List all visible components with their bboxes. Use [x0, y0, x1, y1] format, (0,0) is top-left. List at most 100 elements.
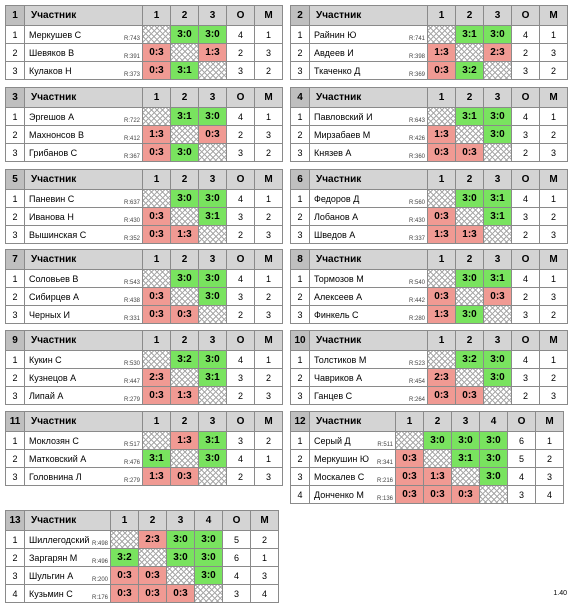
place-cell: 2 — [539, 61, 568, 80]
match-score-cell: 3:0 — [166, 530, 195, 549]
points-cell: 2 — [511, 386, 540, 405]
table-row: 1 Тормозов М R:540 3:0 3:1 4 1 — [290, 269, 568, 288]
place-cell: 3 — [254, 225, 283, 244]
group-number: 12 — [290, 411, 310, 432]
place-cell: 1 — [254, 189, 283, 208]
points-cell: 6 — [222, 548, 251, 567]
participant-column-header: Участник — [24, 87, 143, 108]
place-cell: 1 — [539, 350, 568, 369]
player-rating: R:200 — [91, 577, 108, 583]
points-cell: 3 — [511, 125, 540, 144]
match-score-cell: 3:0 — [194, 566, 223, 585]
opponent-column-header-1: 1 — [142, 5, 171, 26]
place-cell: 3 — [254, 386, 283, 405]
points-cell: 4 — [226, 350, 255, 369]
place-column-header: М — [254, 87, 283, 108]
points-cell: 3 — [226, 368, 255, 387]
match-score-cell: 0:3 — [142, 287, 171, 306]
self-match-cell — [138, 548, 167, 567]
participant-cell: Авдеев И R:398 — [309, 43, 428, 62]
place-cell: 3 — [539, 143, 568, 162]
match-score-cell: 3:0 — [170, 189, 199, 208]
match-score-cell: 0:3 — [395, 467, 424, 486]
place-cell: 2 — [539, 125, 568, 144]
points-column-header: О — [226, 169, 255, 190]
player-name: Федоров Д — [314, 193, 360, 204]
row-index: 3 — [5, 61, 25, 80]
participant-cell: Финкель С R:280 — [309, 305, 428, 324]
row-index: 2 — [290, 43, 310, 62]
player-name: Чавриков А — [314, 372, 363, 383]
player-name: Кузнецов А — [29, 372, 77, 383]
group-number: 11 — [5, 411, 25, 432]
player-name: Ткаченко Д — [314, 65, 361, 76]
group-number: 9 — [5, 330, 25, 351]
self-match-cell — [166, 566, 195, 585]
row-index: 3 — [5, 305, 25, 324]
player-name: Финкель С — [314, 309, 359, 320]
match-score-cell: 3:0 — [198, 449, 227, 468]
opponent-column-header-3: 3 — [483, 169, 512, 190]
self-match-cell — [427, 269, 456, 288]
match-score-cell: 3:0 — [483, 25, 512, 44]
place-column-header: М — [539, 249, 568, 270]
self-match-cell — [483, 61, 512, 80]
participant-cell: Князев А R:360 — [309, 143, 428, 162]
points-column-header: О — [226, 249, 255, 270]
row-index: 3 — [5, 566, 25, 585]
points-cell: 3 — [507, 485, 536, 504]
version-label: 1.40 — [553, 590, 567, 597]
participant-column-header: Участник — [309, 330, 428, 351]
self-match-cell — [483, 143, 512, 162]
self-match-cell — [483, 225, 512, 244]
group-header-row: 4 Участник 1 2 3 О М — [290, 87, 568, 108]
table-row: 1 Меркушев С R:743 3:0 3:0 4 1 — [5, 25, 283, 44]
place-column-header: М — [539, 87, 568, 108]
match-score-cell: 3:0 — [194, 548, 223, 567]
opponent-column-header-1: 1 — [427, 330, 456, 351]
place-cell: 3 — [539, 43, 568, 62]
table-row: 2 Лобанов А R:430 0:3 3:1 3 2 — [290, 207, 568, 226]
table-row: 2 Чавриков А R:454 2:3 3:0 3 2 — [290, 368, 568, 387]
match-score-cell: 3:0 — [483, 350, 512, 369]
table-row: 2 Авдеев И R:398 1:3 2:3 2 3 — [290, 43, 568, 62]
match-score-cell: 2:3 — [483, 43, 512, 62]
player-name: Павловский И — [314, 111, 373, 122]
points-column-header: О — [226, 5, 255, 26]
group-header-row: 1 Участник 1 2 3 О М — [5, 5, 283, 26]
group-header-row: 13 Участник 1 2 3 4 О М — [5, 510, 279, 531]
opponent-column-header-3: 3 — [451, 411, 480, 432]
player-name: Ганцев С — [314, 390, 353, 401]
place-cell: 1 — [539, 107, 568, 126]
match-score-cell: 3:0 — [479, 449, 508, 468]
match-score-cell: 0:3 — [110, 566, 139, 585]
player-rating: R:264 — [408, 397, 425, 403]
match-score-cell: 1:3 — [170, 225, 199, 244]
participant-cell: Толстиков М R:523 — [309, 350, 428, 369]
match-score-cell: 0:3 — [427, 287, 456, 306]
participant-column-header: Участник — [24, 510, 111, 531]
match-score-cell: 3:1 — [483, 189, 512, 208]
participant-cell: Сибирцев А R:438 — [24, 287, 143, 306]
self-match-cell — [142, 431, 171, 450]
player-rating: R:341 — [376, 460, 393, 466]
table-row: 4 Кузьмин С R:176 0:3 0:3 0:3 3 4 — [5, 584, 279, 603]
row-index: 1 — [5, 107, 25, 126]
participant-cell: Кулаков Н R:373 — [24, 61, 143, 80]
match-score-cell: 3:1 — [455, 107, 484, 126]
self-match-cell — [198, 143, 227, 162]
points-column-header: О — [226, 330, 255, 351]
table-row: 1 Шиллегодский R:498 2:3 3:0 3:0 5 2 — [5, 530, 279, 549]
row-index: 2 — [5, 125, 25, 144]
group-number: 4 — [290, 87, 310, 108]
table-row: 1 Павловский И R:643 3:1 3:0 4 1 — [290, 107, 568, 126]
place-column-header: М — [539, 169, 568, 190]
self-match-cell — [198, 386, 227, 405]
points-column-header: О — [226, 87, 255, 108]
participant-cell: Кукин С R:530 — [24, 350, 143, 369]
player-rating: R:476 — [123, 460, 140, 466]
opponent-column-header-1: 1 — [427, 5, 456, 26]
player-rating: R:331 — [123, 316, 140, 322]
opponent-column-header-3: 3 — [198, 5, 227, 26]
place-cell: 2 — [539, 305, 568, 324]
